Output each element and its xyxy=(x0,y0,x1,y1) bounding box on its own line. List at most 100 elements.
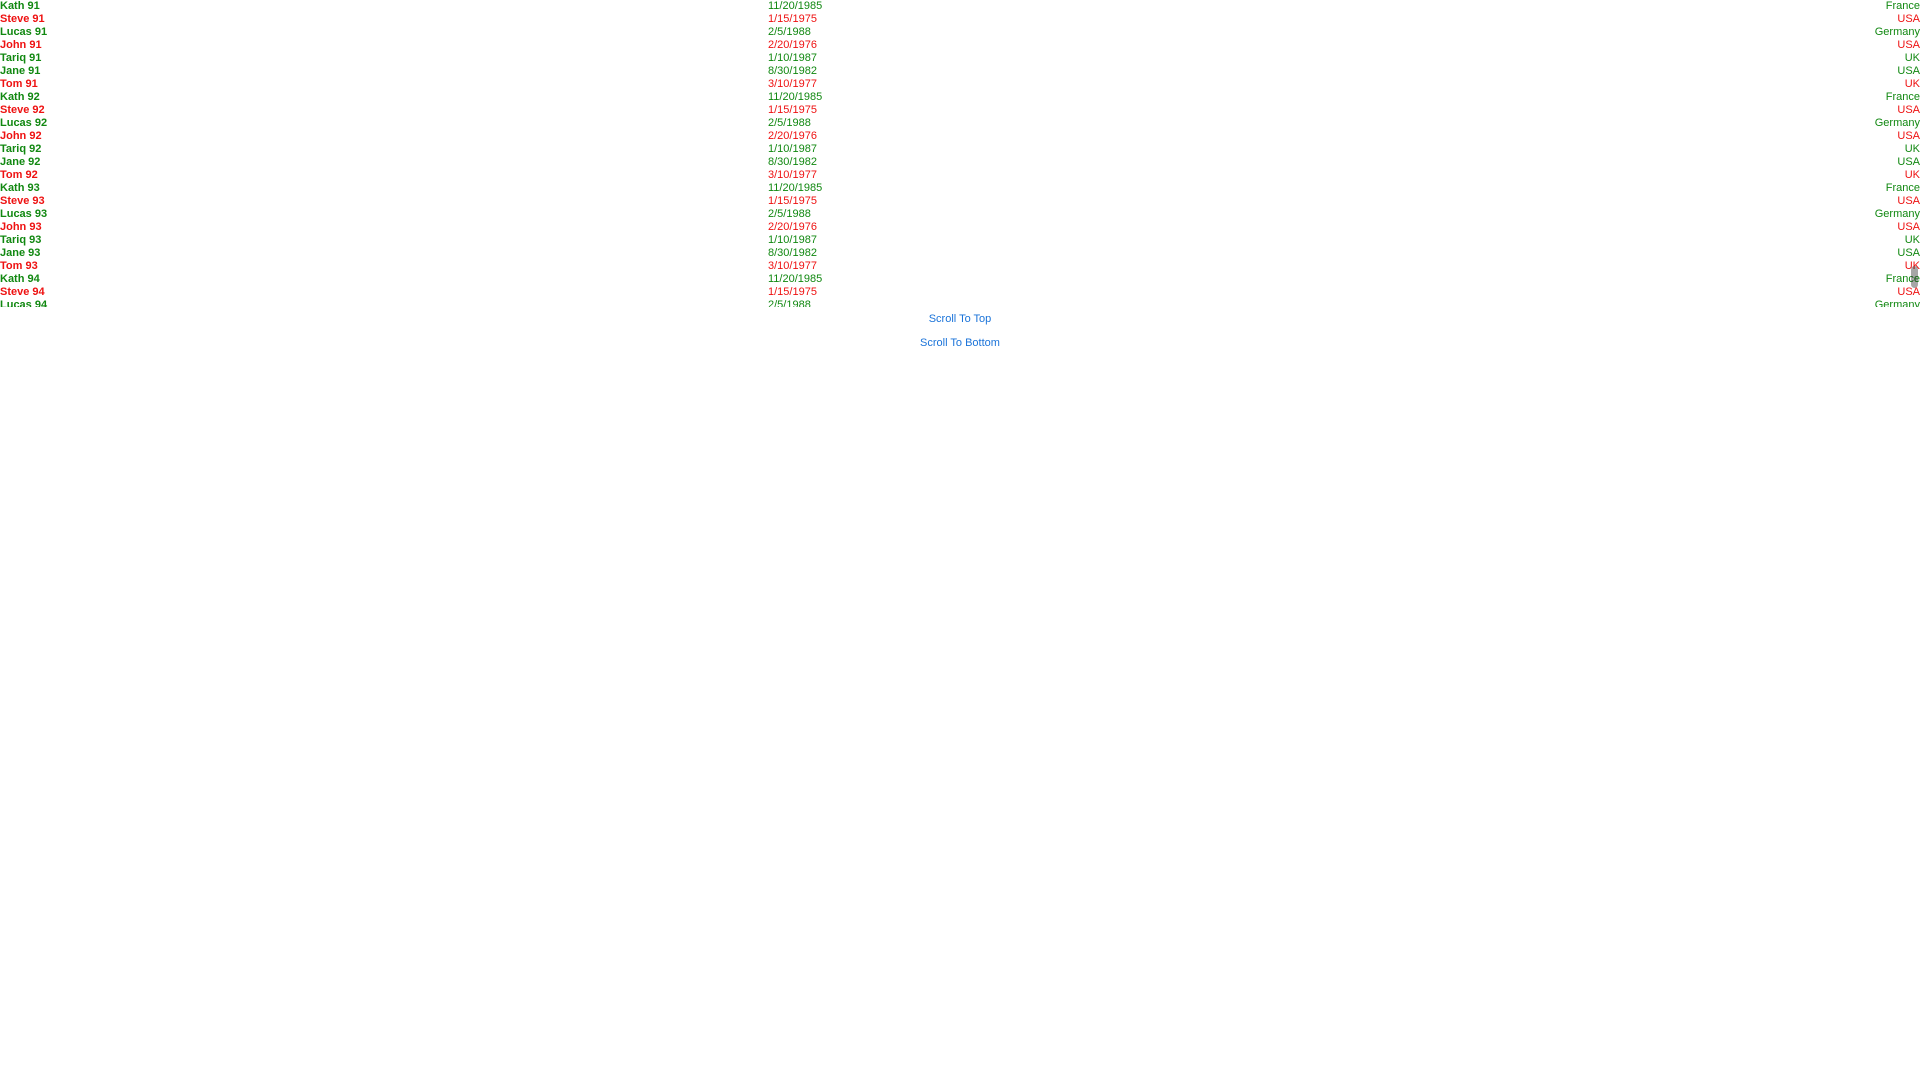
list-item: Steve 94 1/15/1975 USA xyxy=(0,286,1920,299)
country: USA xyxy=(1897,156,1920,168)
birth-date: 11/20/1985 xyxy=(768,273,823,285)
country: UK xyxy=(1904,234,1920,246)
country: USA xyxy=(1897,195,1920,207)
country: UK xyxy=(1904,52,1920,64)
birth-date: 11/20/1985 xyxy=(768,182,823,194)
list-item: Tom 91 3/10/1977 UK xyxy=(0,78,1920,91)
person-name: Lucas 92 xyxy=(0,117,48,129)
country: France xyxy=(1885,182,1920,194)
birth-date: 2/5/1988 xyxy=(768,208,811,220)
person-name: Lucas 94 xyxy=(0,299,48,307)
scroll-to-top-button[interactable]: Scroll To Top xyxy=(928,313,992,325)
country: USA xyxy=(1897,13,1920,25)
list-item: Steve 91 1/15/1975 USA xyxy=(0,13,1920,26)
list-item: Tariq 92 1/10/1987 UK xyxy=(0,143,1920,156)
person-name: Steve 94 xyxy=(0,286,45,298)
birth-date: 2/20/1976 xyxy=(768,130,817,142)
list-item: Tom 93 3/10/1977 UK xyxy=(0,260,1920,273)
person-name: Steve 93 xyxy=(0,195,45,207)
list-item: Tariq 93 1/10/1987 UK xyxy=(0,234,1920,247)
person-name: Kath 93 xyxy=(0,182,40,194)
person-name: Jane 91 xyxy=(0,65,41,77)
person-name: Kath 91 xyxy=(0,0,40,12)
birth-date: 1/15/1975 xyxy=(768,195,817,207)
list-item: Lucas 91 2/5/1988 Germany xyxy=(0,26,1920,39)
people-list-viewport[interactable]: Kath 91 11/20/1985 France Steve 91 1/15/1975… xyxy=(0,0,1920,307)
person-name: Kath 92 xyxy=(0,91,40,103)
list-item: John 92 2/20/1976 USA xyxy=(0,130,1920,143)
birth-date: 2/20/1976 xyxy=(768,39,817,51)
birth-date: 11/20/1985 xyxy=(768,91,823,103)
country: Germany xyxy=(1874,299,1920,307)
country: USA xyxy=(1897,221,1920,233)
scrollbar-thumb[interactable] xyxy=(1911,266,1918,288)
list-item: Jane 93 8/30/1982 USA xyxy=(0,247,1920,260)
person-name: Tariq 93 xyxy=(0,234,42,246)
country: Germany xyxy=(1874,208,1920,220)
birth-date: 8/30/1982 xyxy=(768,247,817,259)
person-name: John 92 xyxy=(0,130,42,142)
country: USA xyxy=(1897,65,1920,77)
country: UK xyxy=(1904,143,1920,155)
list-item: Lucas 92 2/5/1988 Germany xyxy=(0,117,1920,130)
list-item: Tom 92 3/10/1977 UK xyxy=(0,169,1920,182)
person-name: Tom 93 xyxy=(0,260,38,272)
birth-date: 1/15/1975 xyxy=(768,13,817,25)
birth-date: 8/30/1982 xyxy=(768,65,817,77)
list-item: John 91 2/20/1976 USA xyxy=(0,39,1920,52)
person-name: Steve 91 xyxy=(0,13,45,25)
person-name: Jane 93 xyxy=(0,247,41,259)
people-list: Kath 91 11/20/1985 France Steve 91 1/15/1975… xyxy=(0,0,1920,307)
birth-date: 1/10/1987 xyxy=(768,143,817,155)
list-item: Kath 92 11/20/1985 France xyxy=(0,91,1920,104)
person-name: Steve 92 xyxy=(0,104,45,116)
birth-date: 1/15/1975 xyxy=(768,104,817,116)
country: Germany xyxy=(1874,117,1920,129)
person-name: Lucas 93 xyxy=(0,208,48,220)
person-name: Tariq 91 xyxy=(0,52,42,64)
person-name: Tariq 92 xyxy=(0,143,42,155)
country: UK xyxy=(1904,169,1920,181)
list-item: John 93 2/20/1976 USA xyxy=(0,221,1920,234)
list-item: Lucas 94 2/5/1988 Germany xyxy=(0,299,1920,307)
birth-date: 3/10/1977 xyxy=(768,78,817,90)
list-item: Jane 91 8/30/1982 USA xyxy=(0,65,1920,78)
birth-date: 3/10/1977 xyxy=(768,169,817,181)
birth-date: 1/10/1987 xyxy=(768,234,817,246)
country: USA xyxy=(1897,130,1920,142)
country: Germany xyxy=(1874,26,1920,38)
scroll-controls: Scroll To Top Scroll To Bottom xyxy=(0,307,1920,355)
person-name: Jane 92 xyxy=(0,156,41,168)
list-item: Kath 94 11/20/1985 France xyxy=(0,273,1920,286)
list-item: Kath 91 11/20/1985 France xyxy=(0,0,1920,13)
birth-date: 2/5/1988 xyxy=(768,117,811,129)
country: France xyxy=(1885,0,1920,12)
person-name: John 93 xyxy=(0,221,42,233)
birth-date: 2/5/1988 xyxy=(768,26,811,38)
country: UK xyxy=(1904,78,1920,90)
country: France xyxy=(1885,91,1920,103)
country: France xyxy=(1885,273,1920,285)
country: USA xyxy=(1897,286,1920,298)
country: USA xyxy=(1897,104,1920,116)
scroll-to-bottom-button[interactable]: Scroll To Bottom xyxy=(920,337,1000,349)
birth-date: 1/15/1975 xyxy=(768,286,817,298)
list-item: Lucas 93 2/5/1988 Germany xyxy=(0,208,1920,221)
list-item: Tariq 91 1/10/1987 UK xyxy=(0,52,1920,65)
list-item: Steve 93 1/15/1975 USA xyxy=(0,195,1920,208)
country: USA xyxy=(1897,247,1920,259)
list-item: Kath 93 11/20/1985 France xyxy=(0,182,1920,195)
person-name: Kath 94 xyxy=(0,273,40,285)
person-name: John 91 xyxy=(0,39,42,51)
list-item: Steve 92 1/15/1975 USA xyxy=(0,104,1920,117)
list-item: Jane 92 8/30/1982 USA xyxy=(0,156,1920,169)
birth-date: 8/30/1982 xyxy=(768,156,817,168)
birth-date: 11/20/1985 xyxy=(768,0,823,12)
country: UK xyxy=(1904,260,1920,272)
birth-date: 3/10/1977 xyxy=(768,260,817,272)
birth-date: 2/5/1988 xyxy=(768,299,811,307)
country: USA xyxy=(1897,39,1920,51)
person-name: Tom 91 xyxy=(0,78,38,90)
birth-date: 2/20/1976 xyxy=(768,221,817,233)
person-name: Tom 92 xyxy=(0,169,38,181)
